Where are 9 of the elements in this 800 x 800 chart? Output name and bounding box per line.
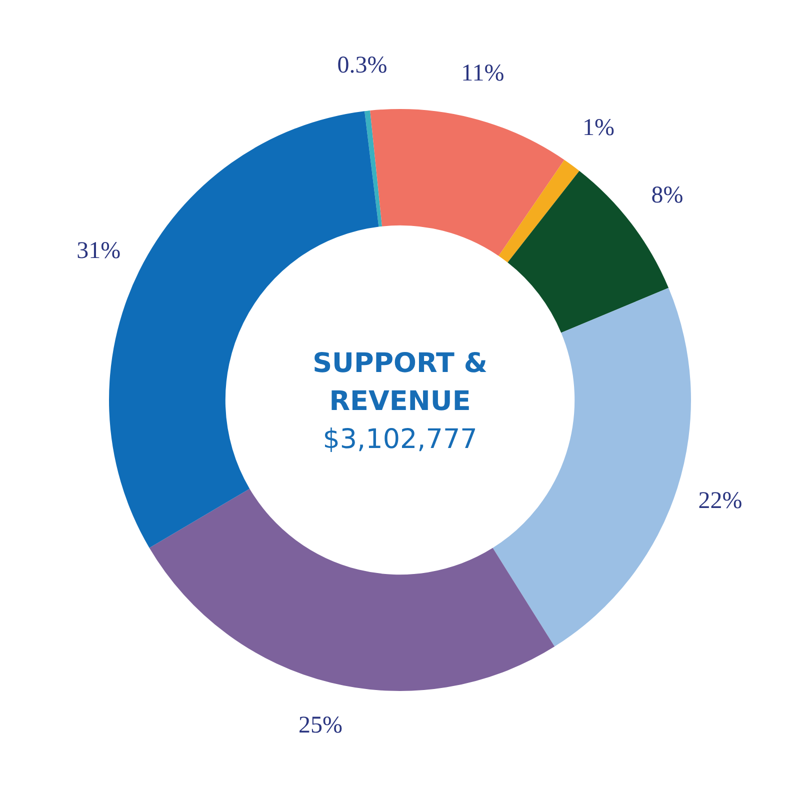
data-label: 11%	[461, 60, 504, 87]
data-label: 31%	[76, 238, 121, 264]
data-label: 8%	[651, 182, 684, 209]
data-label: 25%	[298, 712, 342, 739]
data-label: 0.3%	[337, 52, 388, 78]
data-label: 22%	[698, 488, 742, 514]
text: $3,102,777	[322, 423, 478, 457]
text: SUPPORT & REVENUE	[312, 347, 488, 419]
data-label: 1%	[582, 115, 615, 142]
